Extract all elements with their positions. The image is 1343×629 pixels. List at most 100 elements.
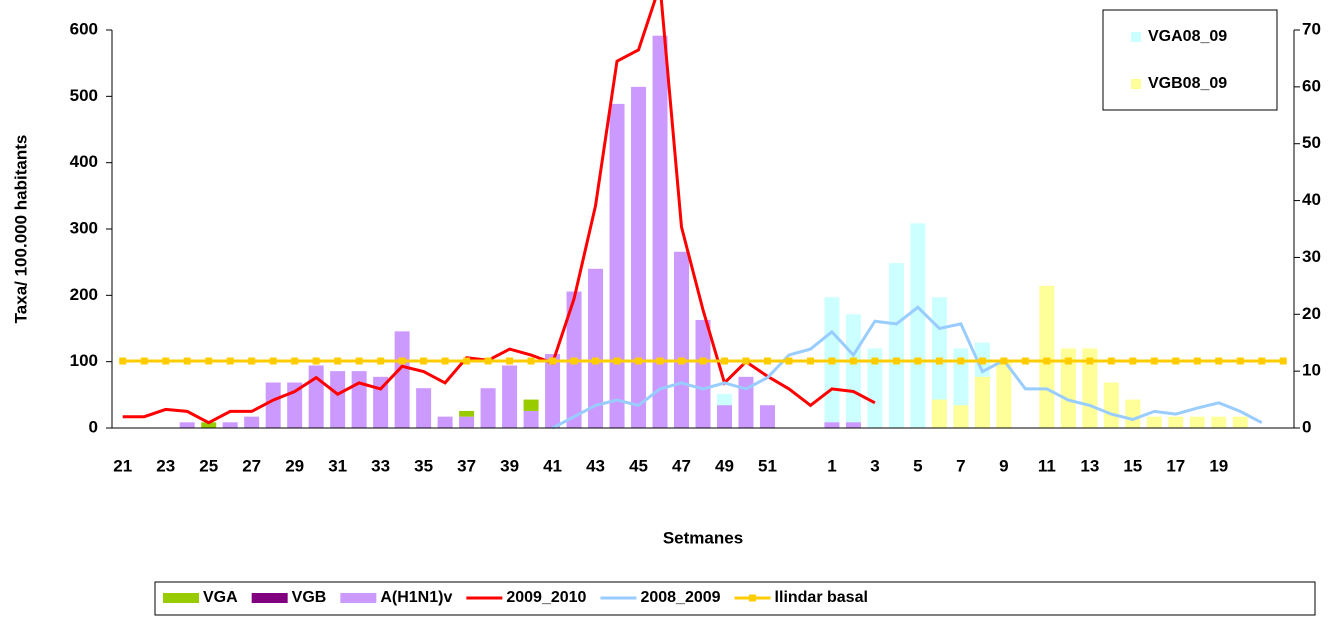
bar xyxy=(1039,285,1055,428)
x-tick-label: 47 xyxy=(672,456,691,475)
marker xyxy=(119,357,127,365)
marker xyxy=(678,357,686,365)
y-tick-label: 0 xyxy=(89,417,98,436)
legend-label: A(H1N1)v xyxy=(380,589,452,606)
marker xyxy=(957,357,965,365)
bar xyxy=(974,376,990,428)
x-tick-label: 9 xyxy=(999,456,1008,475)
y-tick-label: 300 xyxy=(70,218,98,237)
bar xyxy=(1103,382,1119,428)
marker xyxy=(613,357,621,365)
marker xyxy=(291,357,299,365)
marker xyxy=(720,357,728,365)
x-tick-label: 23 xyxy=(156,456,175,475)
legend-swatch xyxy=(163,593,199,603)
x-tick-label: 1 xyxy=(827,456,836,475)
marker xyxy=(312,357,320,365)
bar xyxy=(480,388,496,428)
marker xyxy=(1279,357,1287,365)
bar xyxy=(953,405,969,428)
y2-tick-label: 50 xyxy=(1302,133,1321,152)
bar xyxy=(244,416,260,428)
bar xyxy=(459,416,475,428)
bar xyxy=(695,319,711,428)
marker xyxy=(377,357,385,365)
marker xyxy=(441,357,449,365)
bar xyxy=(459,410,475,417)
bar xyxy=(759,405,775,428)
x-tick-label: 7 xyxy=(956,456,965,475)
marker xyxy=(1043,357,1051,365)
bar xyxy=(609,103,625,429)
marker xyxy=(1021,357,1029,365)
y-tick-label: 100 xyxy=(70,351,98,370)
bar xyxy=(845,422,861,428)
marker xyxy=(506,357,514,365)
bar xyxy=(394,331,410,428)
marker xyxy=(763,357,771,365)
bar xyxy=(588,268,604,428)
bar xyxy=(523,410,539,428)
x-axis-title: Setmanes xyxy=(663,528,743,547)
bar xyxy=(1211,416,1227,428)
bar xyxy=(416,388,432,428)
marker xyxy=(162,357,170,365)
marker xyxy=(1107,357,1115,365)
bar xyxy=(437,416,453,428)
marker xyxy=(742,357,750,365)
marker xyxy=(570,357,578,365)
legend-label: VGA xyxy=(203,589,238,606)
bar xyxy=(931,399,947,428)
y2-tick-label: 30 xyxy=(1302,247,1321,266)
x-tick-label: 5 xyxy=(913,456,922,475)
y-tick-label: 600 xyxy=(70,19,98,38)
x-tick-label: 41 xyxy=(543,456,562,475)
x-tick-label: 11 xyxy=(1038,456,1056,475)
legend-swatch xyxy=(251,593,288,603)
x-tick-label: 51 xyxy=(758,456,777,475)
x-tick-label: 39 xyxy=(500,456,519,475)
y2-tick-label: 40 xyxy=(1302,190,1321,209)
legend-label: llindar basal xyxy=(775,589,868,606)
bar xyxy=(308,365,324,428)
marker xyxy=(699,357,707,365)
bar xyxy=(265,382,281,428)
marker xyxy=(398,357,406,365)
marker xyxy=(1000,357,1008,365)
bar xyxy=(179,422,195,428)
bar xyxy=(716,405,732,428)
marker xyxy=(140,357,148,365)
line xyxy=(551,305,1263,430)
marker xyxy=(1150,357,1158,365)
bar xyxy=(910,223,926,428)
x-tick-label: 19 xyxy=(1209,456,1228,475)
marker xyxy=(269,357,277,365)
marker xyxy=(1064,357,1072,365)
bar xyxy=(845,314,861,428)
x-tick-label: 49 xyxy=(715,456,734,475)
x-tick-label: 29 xyxy=(285,456,304,475)
marker xyxy=(1193,357,1201,365)
bar xyxy=(738,376,754,428)
x-tick-label: 25 xyxy=(199,456,218,475)
legend-label: VGB xyxy=(292,589,327,606)
bar xyxy=(867,348,883,428)
marker xyxy=(1129,357,1137,365)
bar xyxy=(545,354,561,428)
marker xyxy=(935,357,943,365)
marker xyxy=(334,357,342,365)
y-axis-title: Taxa/ 100.000 habitants xyxy=(11,135,30,324)
bar xyxy=(1168,416,1184,428)
bar xyxy=(502,365,518,428)
marker xyxy=(1172,357,1180,365)
x-tick-label: 43 xyxy=(586,456,605,475)
bar xyxy=(652,35,668,428)
bar xyxy=(824,422,840,428)
x-tick-label: 21 xyxy=(113,456,132,475)
bar xyxy=(1125,399,1141,428)
bar xyxy=(1189,416,1205,428)
x-tick-label: 17 xyxy=(1166,456,1185,475)
bar xyxy=(674,251,690,428)
